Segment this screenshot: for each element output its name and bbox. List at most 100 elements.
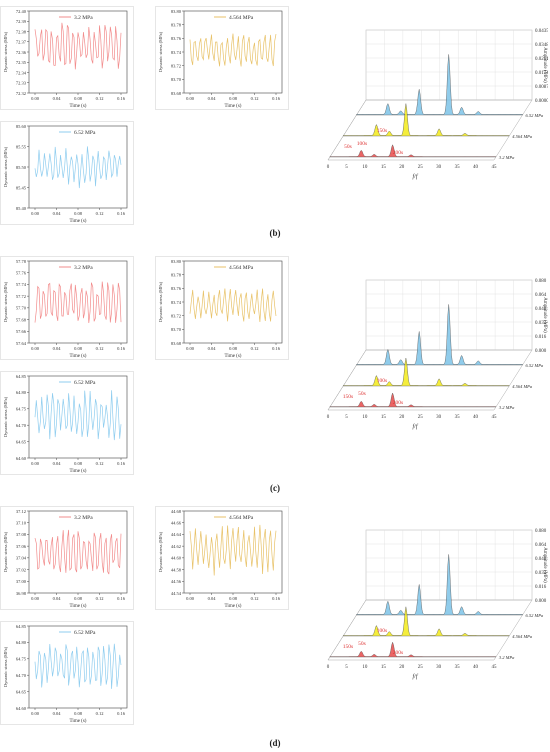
y-tick-label: 64.80 xyxy=(16,640,27,645)
y-tick-label: 83.74 xyxy=(171,300,182,305)
y-tick-label: 83.72 xyxy=(171,63,181,68)
z-axis-label: Amplitude (MPa) xyxy=(542,297,547,333)
x-tick-label: 0.16 xyxy=(117,711,126,716)
x-tick-label: 45 xyxy=(492,665,498,670)
x-axis-label: f/f xyxy=(412,423,418,430)
y-tick-label: 72.32 xyxy=(16,91,26,96)
spectrum-svg: 0.080 0.064 0.048 0.032 0.016 0.000 Amplitude … xyxy=(327,529,547,680)
x-axis-label: Time (s) xyxy=(225,604,242,609)
x-tick-label: 35 xyxy=(455,415,461,420)
x-tick-label: 0.08 xyxy=(229,596,238,601)
y-tick-label: 72.34 xyxy=(16,70,27,75)
x-tick-label: 30 xyxy=(436,665,442,670)
x-tick-label: 0.16 xyxy=(272,596,281,601)
y-tick-label: 83.76 xyxy=(171,36,182,41)
x-tick-label: 0.16 xyxy=(117,346,126,351)
x-tick-label: 0.04 xyxy=(53,96,62,101)
line-chart-svg: 72.40 72.39 72.38 72.37 72.36 72.35 72.34 72.33… xyxy=(3,9,128,109)
line-chart: 64.85 64.80 64.75 64.70 64.65 64.60 0.00 0.04 0.… xyxy=(0,371,134,475)
peak-annotation: 150s xyxy=(343,644,353,650)
z-tick-label: 0.048 xyxy=(535,557,547,562)
x-axis-label: Time (s) xyxy=(70,104,87,109)
x-tick-label: 0 xyxy=(327,165,330,170)
y-axis-label: Dynamic stress (MPa) xyxy=(3,646,8,687)
y-tick-label: 64.65 xyxy=(16,689,27,694)
x-axis-label: f/f xyxy=(412,673,418,680)
x-tick-label: 0.12 xyxy=(96,346,104,351)
y-tick-label: 44.56 xyxy=(171,579,182,584)
series-label: 6.52 MPa xyxy=(526,363,544,368)
y-axis-label: Dynamic stress (MPa) xyxy=(158,531,163,572)
series-label: 4.564 MPa xyxy=(512,634,533,639)
plot-frame xyxy=(28,375,128,459)
spectrum-chart: 0.080 0.064 0.048 0.032 0.016 0.000 Amplitude … xyxy=(320,270,548,430)
z-tick-label: 0.080 xyxy=(535,529,547,534)
floor xyxy=(327,99,533,161)
y-tick-label: 83.72 xyxy=(171,313,181,318)
x-tick-label: 0 xyxy=(327,415,330,420)
z-tick-label: 0.0174 xyxy=(535,71,548,76)
legend-label: 6.52 MPa xyxy=(74,380,96,386)
z-tick-label: 0.016 xyxy=(535,585,547,590)
line-chart: 85.60 85.55 85.50 85.45 85.40 0.00 0.04 0.08 0.1… xyxy=(0,121,134,225)
x-tick-label: 15 xyxy=(381,665,387,670)
z-tick-label: 0.0087 xyxy=(535,85,548,90)
y-tick-label: 85.60 xyxy=(16,124,27,129)
x-tick-label: 30 xyxy=(436,415,442,420)
y-tick-label: 57.68 xyxy=(16,317,27,322)
x-tick-label: 25 xyxy=(418,665,424,670)
y-tick-label: 37.00 xyxy=(16,579,27,584)
y-tick-label: 64.85 xyxy=(16,624,27,629)
line-chart: 83.80 83.78 83.76 83.74 83.72 83.70 83.68 0.00 0… xyxy=(155,6,289,110)
x-tick-label: 0.08 xyxy=(74,596,83,601)
y-tick-label: 83.70 xyxy=(171,327,182,332)
x-axis-label: Time (s) xyxy=(225,104,242,109)
y-tick-label: 57.66 xyxy=(16,329,27,334)
y-tick-label: 72.40 xyxy=(16,9,27,14)
y-tick-label: 85.50 xyxy=(16,165,27,170)
peak-annotation: 50s xyxy=(344,144,352,150)
x-tick-label: 40 xyxy=(473,665,479,670)
series-line xyxy=(34,390,122,441)
x-tick-label: 0.08 xyxy=(74,346,83,351)
z-tick-label: 0.064 xyxy=(535,293,547,298)
line-chart: 37.12 37.10 37.08 37.06 37.04 37.02 37.00 36.98… xyxy=(0,506,134,610)
y-tick-label: 57.76 xyxy=(16,271,27,276)
y-tick-label: 44.64 xyxy=(171,532,182,537)
x-tick-label: 15 xyxy=(381,165,387,170)
floor-edge xyxy=(327,99,367,161)
x-tick-label: 0.12 xyxy=(96,711,104,716)
series-label: 4.564 MPa xyxy=(512,134,533,139)
x-tick-label: 0.16 xyxy=(117,211,126,216)
x-tick-label: 0.16 xyxy=(117,96,126,101)
y-axis-label: Dynamic stress (MPa) xyxy=(3,396,8,437)
z-tick-label: 0.0000 xyxy=(535,99,548,104)
x-tick-label: 40 xyxy=(473,415,479,420)
series-label: 4.564 MPa xyxy=(512,384,533,389)
spectrum-series xyxy=(329,392,497,408)
y-tick-label: 83.68 xyxy=(171,341,182,346)
y-tick-label: 57.72 xyxy=(16,294,26,299)
x-tick-label: 5 xyxy=(345,665,348,670)
x-axis-label: Time (s) xyxy=(70,469,87,474)
floor-edge xyxy=(327,349,367,411)
panel-label: (c) xyxy=(270,483,280,493)
peak-annotation: 150s xyxy=(343,394,353,400)
y-tick-label: 44.58 xyxy=(171,567,182,572)
series-line xyxy=(34,146,122,189)
series-line xyxy=(34,281,122,324)
line-chart-svg: 83.80 83.78 83.76 83.74 83.72 83.70 83.68 0.00 0… xyxy=(158,259,283,359)
x-tick-label: 35 xyxy=(455,665,461,670)
z-tick-label: 0.000 xyxy=(535,599,547,604)
y-tick-label: 64.70 xyxy=(16,673,27,678)
line-chart: 57.78 57.76 57.74 57.72 57.70 57.68 57.66 57.64… xyxy=(0,256,134,360)
panel-label: (d) xyxy=(269,738,281,748)
spectrum-series xyxy=(329,144,497,158)
x-axis-label: f/f xyxy=(412,173,418,180)
z-tick-label: 0.064 xyxy=(535,543,547,548)
floor-edge xyxy=(327,599,367,661)
series-line xyxy=(34,22,122,70)
y-tick-label: 64.60 xyxy=(16,706,27,711)
series-line xyxy=(189,33,277,67)
x-tick-label: 45 xyxy=(492,165,498,170)
